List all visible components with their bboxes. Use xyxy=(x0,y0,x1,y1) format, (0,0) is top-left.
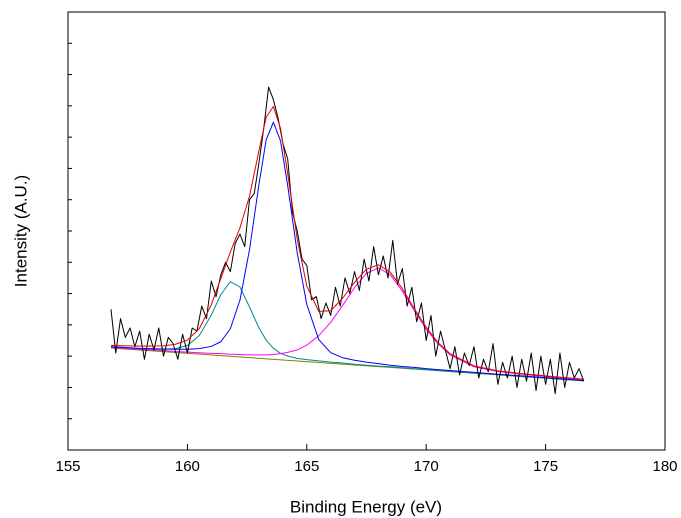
y-axis-title: Intensity (A.U.) xyxy=(11,175,30,287)
x-axis-title: Binding Energy (eV) xyxy=(290,497,442,516)
data-line xyxy=(110,105,584,380)
data-line xyxy=(110,267,584,381)
x-tick-label: 160 xyxy=(175,458,200,475)
data-line xyxy=(110,121,584,382)
x-tick-label: 175 xyxy=(533,458,558,475)
x-tick-label: 180 xyxy=(652,458,677,475)
x-tick-label: 165 xyxy=(294,458,319,475)
plot-frame xyxy=(67,11,666,451)
x-tick-label: 155 xyxy=(55,458,80,475)
data-line xyxy=(110,86,585,395)
data-line xyxy=(110,281,584,382)
x-tick-label: 170 xyxy=(414,458,439,475)
